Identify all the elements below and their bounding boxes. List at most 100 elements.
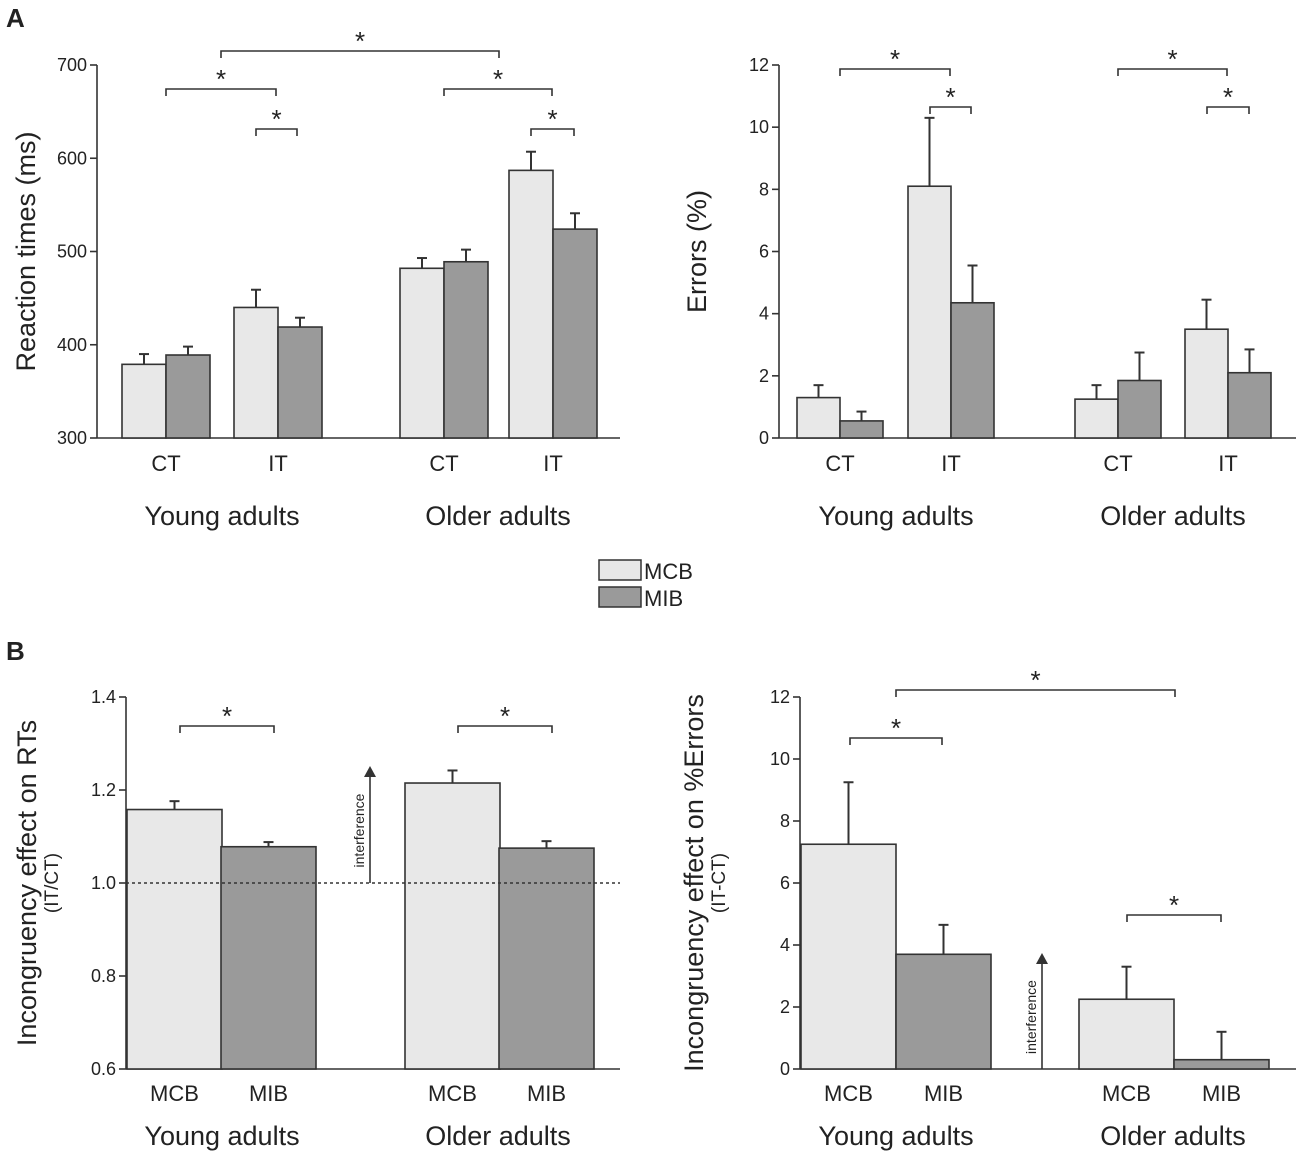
x-category-label: MIB xyxy=(1202,1081,1241,1106)
y-tick-label: 4 xyxy=(759,304,769,324)
bar-mib xyxy=(443,260,489,439)
bar-mib xyxy=(220,845,317,1070)
significance-bracket-line xyxy=(839,68,951,76)
y-tick-label: 1.0 xyxy=(91,873,116,893)
chart-errors: 0 2 4 6 8 10 12 Errors (%) CT IT CT IT Young adults O… xyxy=(682,44,1296,531)
panel-a-label: A xyxy=(6,3,25,33)
significance-bracket-line xyxy=(220,50,500,58)
significance-bracket-star: * xyxy=(547,104,557,134)
y-axis-label: Errors (%) xyxy=(682,190,712,313)
y-tick-label: 10 xyxy=(770,749,790,769)
interference-label: interference xyxy=(351,793,367,867)
bar-mib xyxy=(1173,1058,1270,1070)
legend-label-mib: MIB xyxy=(644,586,683,611)
y-tick-label: 600 xyxy=(57,148,87,168)
interference-arrow-head xyxy=(1036,953,1048,964)
group-label: Older adults xyxy=(425,501,571,531)
x-category-label: CT xyxy=(429,451,458,476)
bar-mib xyxy=(1117,379,1162,439)
x-category-label: MCB xyxy=(150,1081,199,1106)
x-category-label: MIB xyxy=(924,1081,963,1106)
y-tick-label: 1.2 xyxy=(91,780,116,800)
significance-bracket-star: * xyxy=(355,26,365,56)
group-label: Young adults xyxy=(144,1121,299,1151)
bar-mib xyxy=(498,847,595,1070)
legend-label-mcb: MCB xyxy=(644,559,693,584)
significance-bracket-star: * xyxy=(945,82,955,112)
x-category-label: IT xyxy=(1218,451,1238,476)
x-category-label: IT xyxy=(543,451,563,476)
significance-bracket-star: * xyxy=(216,64,226,94)
bar-mib xyxy=(1227,371,1272,439)
bar-mib xyxy=(277,326,323,439)
group-label: Young adults xyxy=(818,501,973,531)
bar-mcb xyxy=(233,306,279,439)
significance-bracket-line xyxy=(255,128,298,136)
bar-mib xyxy=(165,354,211,439)
y-tick-label: 6 xyxy=(759,242,769,262)
significance-bracket-line xyxy=(179,725,275,733)
y-axis-label: Incongruency effect on %Errors xyxy=(679,694,709,1072)
significance-bracket-line xyxy=(530,128,575,136)
significance-bracket-star: * xyxy=(1030,665,1040,695)
bar-mcb xyxy=(126,808,223,1070)
bar-mcb xyxy=(1074,398,1119,439)
significance-bracket-line xyxy=(1126,914,1222,922)
y-axis-label: Reaction times (ms) xyxy=(11,131,41,371)
x-category-label: MIB xyxy=(249,1081,288,1106)
y-tick-label: 500 xyxy=(57,242,87,262)
y-tick-label: 1.4 xyxy=(91,687,116,707)
x-category-label: IT xyxy=(268,451,288,476)
y-axis-sublabel: (IT/CT) xyxy=(42,853,63,913)
group-label: Older adults xyxy=(1100,1121,1246,1151)
y-tick-label: 300 xyxy=(57,428,87,448)
chart-incongruency-errors: 0 2 4 6 8 10 12 Incongruency effect on %Errors(… xyxy=(679,665,1296,1151)
bar-mcb xyxy=(1184,328,1229,439)
legend-swatch-mcb xyxy=(598,559,642,581)
significance-bracket-line xyxy=(895,689,1176,697)
significance-bracket-star: * xyxy=(493,64,503,94)
significance-bracket-star: * xyxy=(891,713,901,743)
y-tick-label: 12 xyxy=(770,687,790,707)
significance-bracket-line xyxy=(929,106,972,114)
significance-bracket-line xyxy=(1117,68,1228,76)
bar-mcb xyxy=(907,185,952,439)
interference-arrow-head xyxy=(364,766,376,777)
chart-incongruency-rt: 0.6 0.8 1.0 1.2 1.4 Incongruency effect on RT… xyxy=(12,687,620,1151)
x-category-label: CT xyxy=(825,451,854,476)
y-axis-label: Incongruency effect on RTs xyxy=(12,720,42,1046)
significance-bracket-line xyxy=(165,88,277,96)
panel-b-label: B xyxy=(6,636,25,666)
significance-bracket-line xyxy=(849,737,943,745)
bar-mcb xyxy=(800,843,897,1070)
x-category-label: CT xyxy=(151,451,180,476)
y-tick-label: 8 xyxy=(780,811,790,831)
bar-mcb xyxy=(404,782,501,1070)
group-label: Young adults xyxy=(818,1121,973,1151)
x-category-label: MCB xyxy=(1102,1081,1151,1106)
bar-mib xyxy=(895,953,992,1070)
significance-bracket-star: * xyxy=(222,701,232,731)
significance-bracket-line xyxy=(457,725,553,733)
significance-bracket-star: * xyxy=(1223,82,1233,112)
significance-bracket-star: * xyxy=(890,44,900,74)
y-tick-label: 0 xyxy=(759,428,769,448)
y-tick-label: 0 xyxy=(780,1059,790,1079)
bar-mcb xyxy=(796,396,841,439)
x-category-label: IT xyxy=(941,451,961,476)
y-tick-label: 4 xyxy=(780,935,790,955)
x-category-label: MCB xyxy=(428,1081,477,1106)
chart-reaction-times: 300 400 500 600 700 Reaction times (ms) CT IT CT… xyxy=(11,26,620,531)
significance-bracket-line xyxy=(1206,106,1250,114)
bar-mcb xyxy=(399,267,445,439)
legend-swatch-mib xyxy=(598,586,642,608)
bar-mcb xyxy=(508,169,554,439)
significance-bracket-star: * xyxy=(271,104,281,134)
y-tick-label: 0.8 xyxy=(91,966,116,986)
y-tick-label: 10 xyxy=(749,117,769,137)
legend: MCB MIB xyxy=(598,559,693,611)
x-category-label: CT xyxy=(1103,451,1132,476)
y-tick-label: 2 xyxy=(780,997,790,1017)
y-tick-label: 700 xyxy=(57,55,87,75)
group-label: Older adults xyxy=(1100,501,1246,531)
